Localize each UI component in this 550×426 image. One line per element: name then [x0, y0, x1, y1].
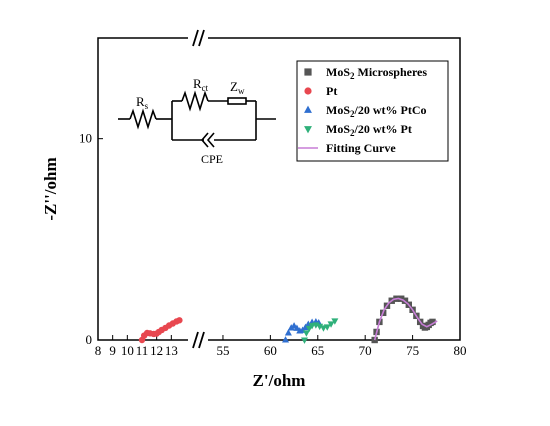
legend-label: Pt [326, 84, 337, 98]
label-rct: Rct [193, 76, 209, 93]
legend-box [296, 60, 449, 162]
label-zw: Zw [230, 79, 245, 96]
data-point [302, 330, 310, 337]
series-fitting-curve [373, 297, 438, 341]
equivalent-circuit-inset [118, 90, 276, 148]
x-tick-label: 9 [109, 343, 116, 358]
data-point [316, 323, 324, 331]
legend-item: Fitting Curve [298, 141, 396, 155]
legend-marker-icon [304, 87, 312, 95]
x-tick-label: 11 [136, 343, 149, 358]
data-point [284, 329, 292, 336]
legend-item: Pt [304, 84, 337, 98]
data-point [331, 318, 339, 325]
legend-marker-icon [304, 105, 312, 113]
data-point [282, 336, 290, 343]
legend-item: MoS2 Microspheres [304, 65, 427, 81]
x-tick-label: 65 [311, 343, 324, 358]
cpe-element-icon-b [206, 132, 215, 148]
series-pt [138, 317, 183, 344]
x-tick-label: 60 [264, 343, 277, 358]
legend-label: MoS2/20 wt% Pt [326, 122, 412, 138]
legend: MoS2 Microspheres Pt MoS2/20 wt% PtCo MoS2/… [296, 60, 449, 162]
resistor-rct-icon [181, 90, 209, 112]
legend-label: Fitting Curve [326, 141, 396, 155]
legend-label: MoS2 Microspheres [326, 65, 427, 81]
circuit-labels: Rs Rct Zw CPE [136, 76, 245, 166]
data-point [323, 324, 331, 331]
x-tick-label: 10 [121, 343, 134, 358]
plot-frame [97, 37, 461, 341]
data-point [371, 336, 378, 344]
data-series [138, 295, 438, 344]
x-tick-label: 13 [165, 343, 178, 358]
fitting-curve-line [373, 297, 438, 341]
data-point [429, 318, 436, 326]
data-point [300, 337, 309, 344]
data-point [327, 321, 335, 328]
x-axis-title: Z'/ohm [253, 371, 306, 390]
x-tick-label: 8 [95, 343, 102, 358]
warburg-element-icon [227, 97, 247, 105]
data-point [176, 317, 183, 324]
x-tick-label: 75 [406, 343, 419, 358]
legend-label: MoS2/20 wt% PtCo [326, 103, 427, 119]
x-tick-label: 70 [359, 343, 372, 358]
legend-item: MoS2/20 wt% Pt [304, 122, 412, 138]
legend-marker-icon [304, 68, 312, 76]
label-cpe: CPE [201, 152, 223, 166]
plot-area-border [97, 37, 461, 341]
data-point [301, 323, 309, 331]
resistor-rs-icon [129, 108, 157, 130]
label-rs: Rs [136, 94, 149, 111]
series-mos2-20-wt-pt [300, 318, 339, 344]
cpe-element-icon-a [200, 132, 209, 148]
x-tick-label: 55 [216, 343, 229, 358]
y-tick-label: 10 [79, 131, 92, 146]
x-tick-label: 12 [150, 343, 163, 358]
legend-item: MoS2/20 wt% PtCo [304, 103, 427, 119]
axis-break-top [188, 29, 208, 47]
axis-break-bottom [188, 331, 208, 349]
x-tick-label: 80 [454, 343, 467, 358]
y-axis-title: -Z''/ohm [41, 157, 60, 220]
legend-marker-icon [304, 126, 312, 134]
y-tick-label: 0 [86, 332, 93, 347]
